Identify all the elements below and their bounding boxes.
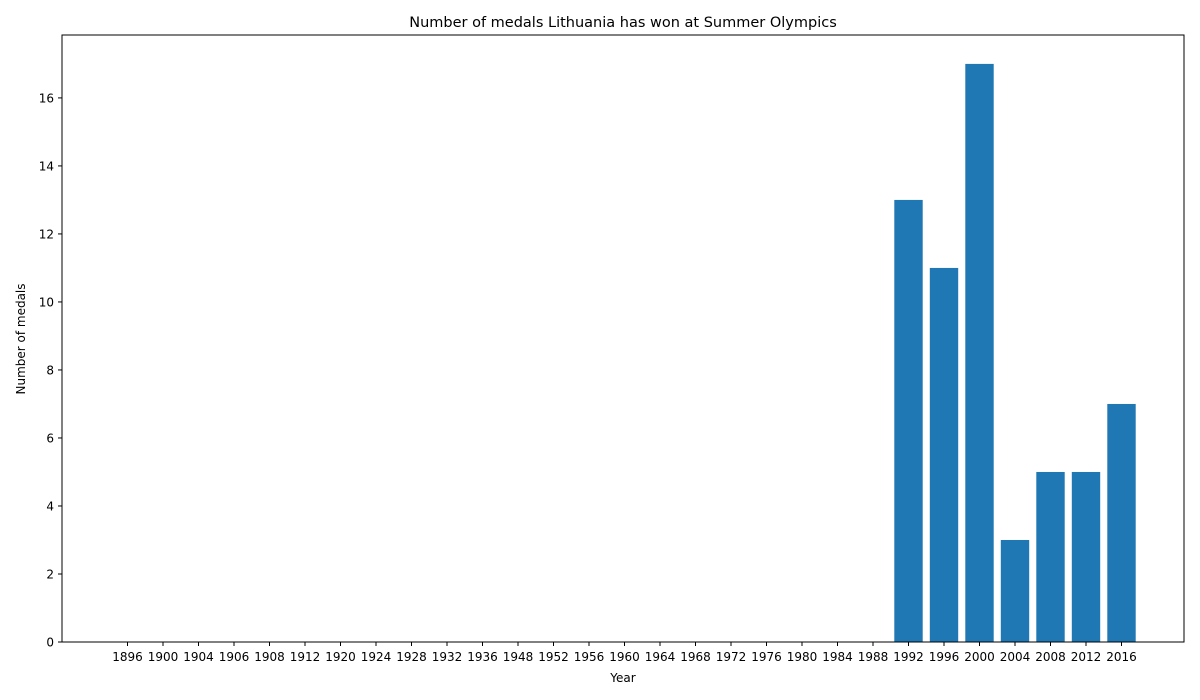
x-tick-label: 1906 — [219, 650, 250, 664]
bars-group — [894, 63, 1136, 642]
x-tick-label: 1952 — [538, 650, 569, 664]
bar-1996 — [929, 267, 959, 642]
y-tick-label: 2 — [46, 567, 54, 581]
x-tick-label: 2008 — [1035, 650, 1066, 664]
x-tick-label: 1960 — [609, 650, 640, 664]
x-tick-label: 1920 — [325, 650, 356, 664]
x-tick-label: 1908 — [254, 650, 285, 664]
x-tick-label: 1980 — [787, 650, 818, 664]
y-tick-label: 12 — [39, 227, 54, 241]
x-axis: 1896 1900 1904 1906 1908 1912 1920 1924 1928 1932… — [112, 642, 1137, 664]
bar-1992 — [894, 199, 923, 642]
x-tick-label: 1956 — [574, 650, 605, 664]
y-tick-label: 0 — [46, 636, 54, 650]
x-tick-label: 1928 — [396, 650, 427, 664]
bar-2004 — [1000, 539, 1030, 642]
x-tick-label: 1996 — [929, 650, 960, 664]
x-tick-label: 2000 — [964, 650, 995, 664]
chart-title: Number of medals Lithuania has won at Su… — [409, 15, 837, 31]
x-axis-label: Year — [609, 671, 635, 685]
bar-2000 — [965, 63, 994, 642]
x-tick-label: 1976 — [751, 650, 782, 664]
x-tick-label: 2012 — [1071, 650, 1102, 664]
x-tick-label: 1900 — [148, 650, 179, 664]
x-tick-label: 1948 — [503, 650, 534, 664]
x-tick-label: 1896 — [112, 650, 143, 664]
x-tick-label: 1932 — [432, 650, 463, 664]
x-tick-label: 2016 — [1106, 650, 1137, 664]
x-tick-label: 1984 — [822, 650, 853, 664]
x-tick-label: 2004 — [1000, 650, 1031, 664]
bar-2016 — [1107, 403, 1136, 642]
x-tick-label: 1904 — [183, 650, 214, 664]
x-tick-label: 1936 — [467, 650, 498, 664]
plot-frame — [61, 34, 1185, 643]
x-tick-label: 1924 — [361, 650, 392, 664]
x-tick-label: 1988 — [858, 650, 889, 664]
x-tick-label: 1912 — [290, 650, 321, 664]
y-axis: 0 2 4 6 8 10 12 14 16 — [39, 91, 62, 650]
y-tick-label: 14 — [39, 159, 54, 173]
y-tick-label: 10 — [39, 295, 54, 309]
bar-2008 — [1036, 471, 1065, 642]
y-tick-label: 8 — [46, 363, 54, 377]
x-tick-label: 1972 — [716, 650, 747, 664]
x-tick-label: 1992 — [893, 650, 924, 664]
y-tick-label: 6 — [46, 431, 54, 445]
bar-2012 — [1071, 471, 1101, 642]
y-tick-label: 4 — [46, 499, 54, 513]
y-axis-label: Number of medals — [14, 283, 28, 394]
x-tick-label: 1968 — [680, 650, 711, 664]
x-tick-label: 1964 — [645, 650, 676, 664]
y-tick-label: 16 — [39, 91, 54, 105]
